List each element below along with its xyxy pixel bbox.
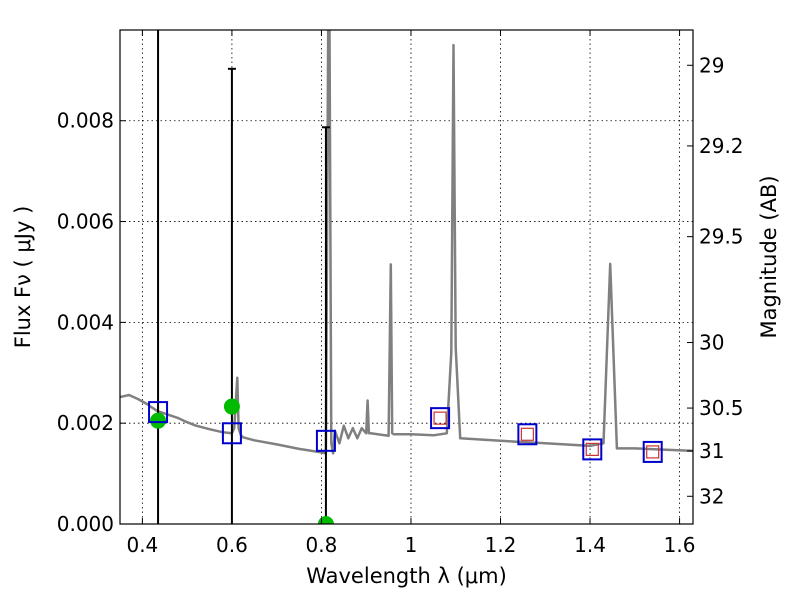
axes: 0.4 0.6 0.8 1 1.2 1.4 1.6 0.000 0.002 0.004 0.006 0…	[57, 30, 744, 557]
x-tick-label: 1	[405, 533, 418, 557]
y-tick-label: 0.000	[57, 512, 114, 536]
right-tick-label: 29.5	[699, 225, 744, 249]
model-photometry-square	[517, 423, 538, 446]
x-tick-label: 0.4	[126, 533, 158, 557]
observed-point	[150, 412, 167, 429]
x-tick-label: 1.6	[664, 533, 696, 557]
model-photometry-square	[148, 401, 169, 424]
right-tick-label: 29.2	[699, 134, 744, 158]
right-tick-label: 32	[699, 484, 724, 508]
model-photometry-square	[582, 438, 603, 461]
x-tick-label: 0.8	[306, 533, 338, 557]
model-spectrum-line	[120, 30, 693, 455]
x-tick-label: 1.2	[485, 533, 517, 557]
right-tick-label: 31	[699, 439, 724, 463]
right-tick-label: 30	[699, 331, 724, 355]
observed-point	[223, 398, 240, 415]
y-tick-label: 0.002	[57, 411, 114, 435]
model-photometry-inner-square	[585, 442, 599, 456]
model-photometry-square	[315, 429, 336, 452]
plot-frame	[119, 29, 694, 525]
plot-series	[120, 30, 693, 524]
model-photometry-square	[221, 422, 242, 445]
x-tick-label: 1.4	[574, 533, 606, 557]
y-axis-label: Flux Fν ( μJy )	[11, 206, 35, 349]
x-axis-label: Wavelength λ (μm)	[306, 564, 507, 588]
y-tick-label: 0.008	[57, 109, 114, 133]
model-photometry-inner-square	[433, 411, 447, 425]
y-tick-label: 0.004	[57, 310, 114, 334]
model-photometry-inner-square	[520, 427, 534, 441]
right-axis-label: Magnitude (AB)	[757, 175, 781, 338]
x-tick-label: 0.6	[216, 533, 248, 557]
model-photometry-inner-square	[646, 445, 660, 459]
grid	[120, 30, 693, 524]
right-tick-label: 30.5	[699, 396, 744, 420]
model-photometry-square	[430, 407, 451, 430]
right-tick-label: 29	[699, 53, 724, 77]
model-photometry-square	[642, 440, 663, 463]
y-tick-label: 0.006	[57, 210, 114, 234]
